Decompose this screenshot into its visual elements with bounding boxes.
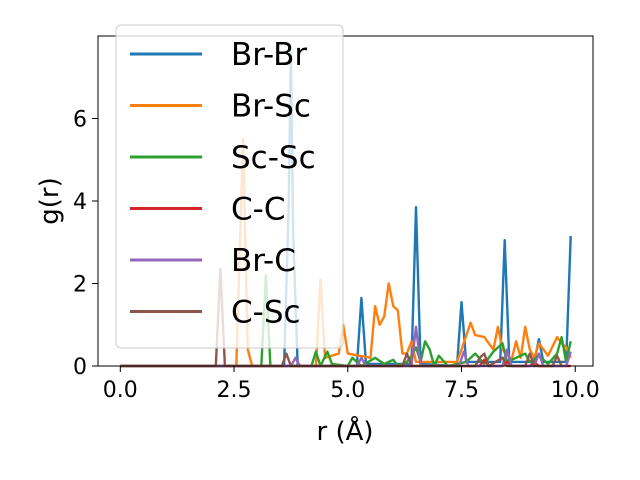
legend: Br-Br Br-Sc Sc-Sc C-C Br-C C-Sc (115, 24, 344, 349)
y-tick-label: 0 (73, 355, 87, 380)
x-tick-label: 7.5 (444, 378, 479, 403)
x-axis-ticks: 0.0 2.5 5.0 7.5 10.0 (103, 366, 600, 403)
x-tick-label: 10.0 (551, 378, 600, 403)
legend-label: Br-C (231, 243, 296, 279)
x-tick-label: 2.5 (217, 378, 252, 403)
legend-label: Sc-Sc (231, 140, 316, 176)
y-tick-label: 6 (73, 108, 87, 133)
y-tick-label: 4 (73, 190, 87, 215)
legend-label: Br-Sc (231, 89, 311, 125)
x-axis-label: r (Å) (316, 415, 373, 447)
y-axis-ticks: 0 2 4 6 (73, 108, 98, 380)
legend-label: Br-Br (231, 37, 307, 73)
legend-label: C-Sc (231, 295, 301, 331)
legend-label: C-C (231, 192, 285, 228)
x-tick-label: 5.0 (330, 378, 365, 403)
y-tick-label: 2 (73, 273, 87, 298)
x-tick-label: 0.0 (103, 378, 138, 403)
legend-box (115, 24, 344, 349)
y-axis-label: g(r) (35, 177, 65, 224)
